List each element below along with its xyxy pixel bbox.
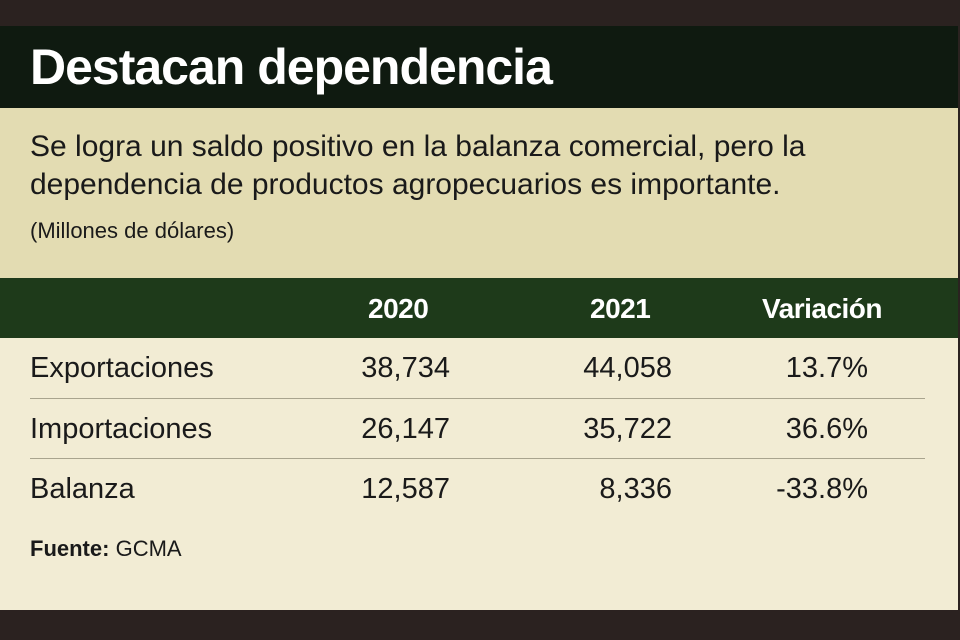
cell-exportaciones-2021: 44,058 xyxy=(583,352,672,384)
table-row: Exportaciones 38,734 44,058 13.7% xyxy=(0,338,958,399)
cell-exportaciones-2020: 38,734 xyxy=(361,352,450,384)
cell-importaciones-2020: 26,147 xyxy=(361,413,450,445)
row-label-balanza: Balanza xyxy=(30,473,135,505)
row-label-importaciones: Importaciones xyxy=(30,413,213,445)
source-label: Fuente: xyxy=(30,536,110,561)
header-variation: Variación xyxy=(762,293,883,324)
subtitle-line-1: Se logra un saldo positivo en la balanza… xyxy=(30,130,806,163)
source-value: GCMA xyxy=(115,536,182,561)
table-header: 2020 2021 Variación xyxy=(0,278,958,338)
source-note: Fuente: GCMA xyxy=(30,536,182,562)
subtitle-line-2: dependencia de productos agropecuarios e… xyxy=(30,168,781,201)
cell-balanza-2021: 8,336 xyxy=(599,473,672,505)
row-label-exportaciones: Exportaciones xyxy=(30,352,214,384)
header-2021: 2021 xyxy=(590,293,651,324)
infographic-title: Destacan dependencia xyxy=(30,39,553,95)
cell-balanza-2020: 12,587 xyxy=(361,473,450,505)
bottom-border xyxy=(0,610,960,640)
cell-balanza-variation: -33.8% xyxy=(776,473,868,505)
header-2020: 2020 xyxy=(368,293,429,324)
title-band: Destacan dependencia xyxy=(0,26,958,108)
row-divider xyxy=(30,458,925,459)
table-row: Importaciones 26,147 35,722 36.6% xyxy=(0,399,958,459)
cell-exportaciones-variation: 13.7% xyxy=(785,352,868,384)
table-row: Balanza 12,587 8,336 -33.8% xyxy=(0,459,958,519)
cell-importaciones-variation: 36.6% xyxy=(785,413,868,445)
top-border xyxy=(0,0,960,26)
table-body: Exportaciones 38,734 44,058 13.7% Import… xyxy=(0,338,958,610)
units-note: (Millones de dólares) xyxy=(30,218,235,243)
cell-importaciones-2021: 35,722 xyxy=(583,413,672,445)
subtitle-band: Se logra un saldo positivo en la balanza… xyxy=(0,108,958,278)
row-divider xyxy=(30,398,925,399)
